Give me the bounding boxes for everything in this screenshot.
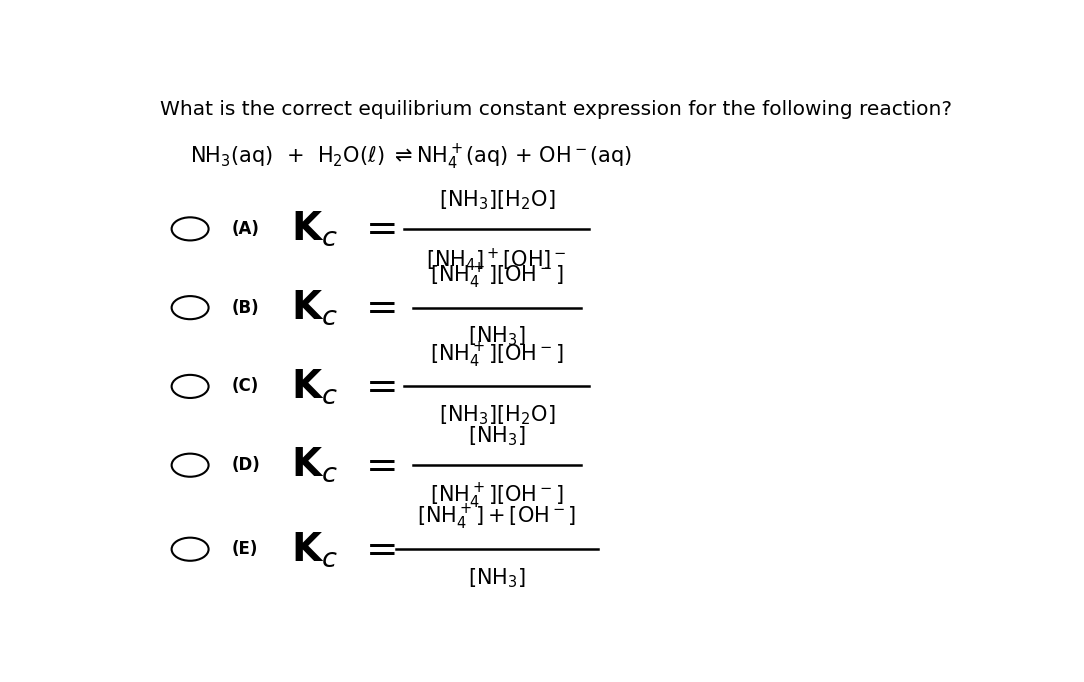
Text: (B): (B)	[232, 299, 260, 316]
Text: (C): (C)	[232, 377, 259, 396]
Text: $=$: $=$	[358, 447, 396, 484]
Text: $\mathbf{K}_{\mathit{c}}$: $\mathbf{K}_{\mathit{c}}$	[291, 446, 338, 484]
Text: $[\mathrm{NH_4}]^+[\mathrm{OH}]^-$: $[\mathrm{NH_4}]^+[\mathrm{OH}]^-$	[426, 246, 567, 273]
Text: $=$: $=$	[358, 210, 396, 248]
Text: $=$: $=$	[358, 368, 396, 405]
Text: $\mathbf{K}_{\mathit{c}}$: $\mathbf{K}_{\mathit{c}}$	[291, 209, 338, 248]
Text: $[\mathrm{NH_4^+}][\mathrm{OH^-}]$: $[\mathrm{NH_4^+}][\mathrm{OH^-}]$	[430, 482, 564, 512]
Text: (A): (A)	[232, 220, 260, 238]
Text: $[\mathrm{NH_4^+}]+[\mathrm{OH^-}]$: $[\mathrm{NH_4^+}]+[\mathrm{OH^-}]$	[417, 503, 577, 533]
Text: $=$: $=$	[358, 289, 396, 326]
Text: $[\mathrm{NH_4^+}][\mathrm{OH^-}]$: $[\mathrm{NH_4^+}][\mathrm{OH^-}]$	[430, 340, 564, 370]
Text: $[\mathrm{NH_4^+}][\mathrm{OH^-}]$: $[\mathrm{NH_4^+}][\mathrm{OH^-}]$	[430, 261, 564, 291]
Text: $[\mathrm{NH_3}]$: $[\mathrm{NH_3}]$	[468, 566, 526, 590]
Text: $[\mathrm{NH_3}][\mathrm{H_2O}]$: $[\mathrm{NH_3}][\mathrm{H_2O}]$	[439, 403, 555, 427]
Text: $[\mathrm{NH_3}][\mathrm{H_2O}]$: $[\mathrm{NH_3}][\mathrm{H_2O}]$	[439, 188, 555, 212]
Text: $\mathbf{K}_{\mathit{c}}$: $\mathbf{K}_{\mathit{c}}$	[291, 530, 338, 569]
Text: (E): (E)	[232, 540, 258, 558]
Text: $\mathbf{K}_{\mathit{c}}$: $\mathbf{K}_{\mathit{c}}$	[291, 367, 338, 406]
Text: NH$_3$(aq)  +  H$_2$O($\ell$) $\rightleftharpoons$NH$_4^+$(aq) + OH$^-$(aq): NH$_3$(aq) + H$_2$O($\ell$) $\rightlefth…	[190, 143, 632, 172]
Text: $[\mathrm{NH_3}]$: $[\mathrm{NH_3}]$	[468, 425, 526, 448]
Text: (D): (D)	[232, 456, 261, 474]
Text: What is the correct equilibrium constant expression for the following reaction?: What is the correct equilibrium constant…	[159, 100, 952, 119]
Text: $\mathbf{K}_{\mathit{c}}$: $\mathbf{K}_{\mathit{c}}$	[291, 288, 338, 327]
Text: $[\mathrm{NH_3}]$: $[\mathrm{NH_3}]$	[468, 325, 526, 348]
Text: $=$: $=$	[358, 531, 396, 567]
